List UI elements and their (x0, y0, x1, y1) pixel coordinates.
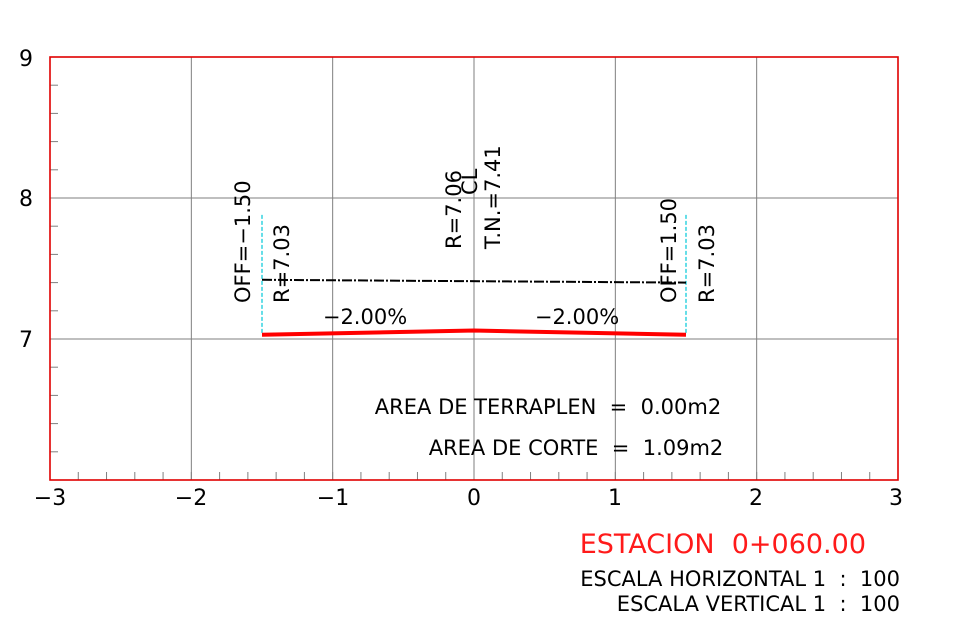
y-tick-label: 7 (19, 328, 33, 353)
slope-right-label: −2.00% (535, 305, 619, 329)
centerline-label: CL (458, 168, 482, 195)
grid (50, 57, 898, 480)
plot-frame (49, 56, 899, 481)
y-tick-label: 8 (19, 187, 33, 212)
offset-right-label: OFF=1.50 (657, 198, 681, 303)
offset-lines (261, 214, 687, 335)
elevation-center-label: R=7.06 (442, 170, 466, 249)
x-tick-label: 3 (889, 486, 903, 511)
elevation-left-label: R=7.03 (270, 224, 294, 303)
terrain-line (261, 278, 687, 284)
horizontal-scale-label: ESCALA HORIZONTAL 1 : 100 (580, 567, 900, 591)
x-tick-label: 0 (467, 486, 481, 511)
x-tick-label: −1 (317, 486, 349, 511)
x-tick-label: −2 (175, 486, 207, 511)
cut-area-label: AREA DE CORTE = 1.09m2 (429, 436, 724, 460)
series-group (261, 278, 687, 337)
y-tick-label: 9 (19, 47, 33, 72)
elevation-right-label: R=7.03 (695, 224, 719, 303)
x-tick-label: −3 (34, 486, 66, 511)
natural-terrain-label: T.N.=7.41 (481, 145, 505, 250)
station-label: ESTACION 0+060.00 (580, 529, 866, 560)
offset-left-label: OFF=−1.50 (231, 180, 255, 303)
design-surface-line (261, 328, 687, 337)
x-tick-label: 1 (608, 486, 622, 511)
x-tick-label: 2 (749, 486, 763, 511)
slope-left-label: −2.00% (323, 305, 407, 329)
vertical-scale-label: ESCALA VERTICAL 1 : 100 (617, 592, 900, 616)
fill-area-label: AREA DE TERRAPLEN = 0.00m2 (375, 395, 721, 419)
